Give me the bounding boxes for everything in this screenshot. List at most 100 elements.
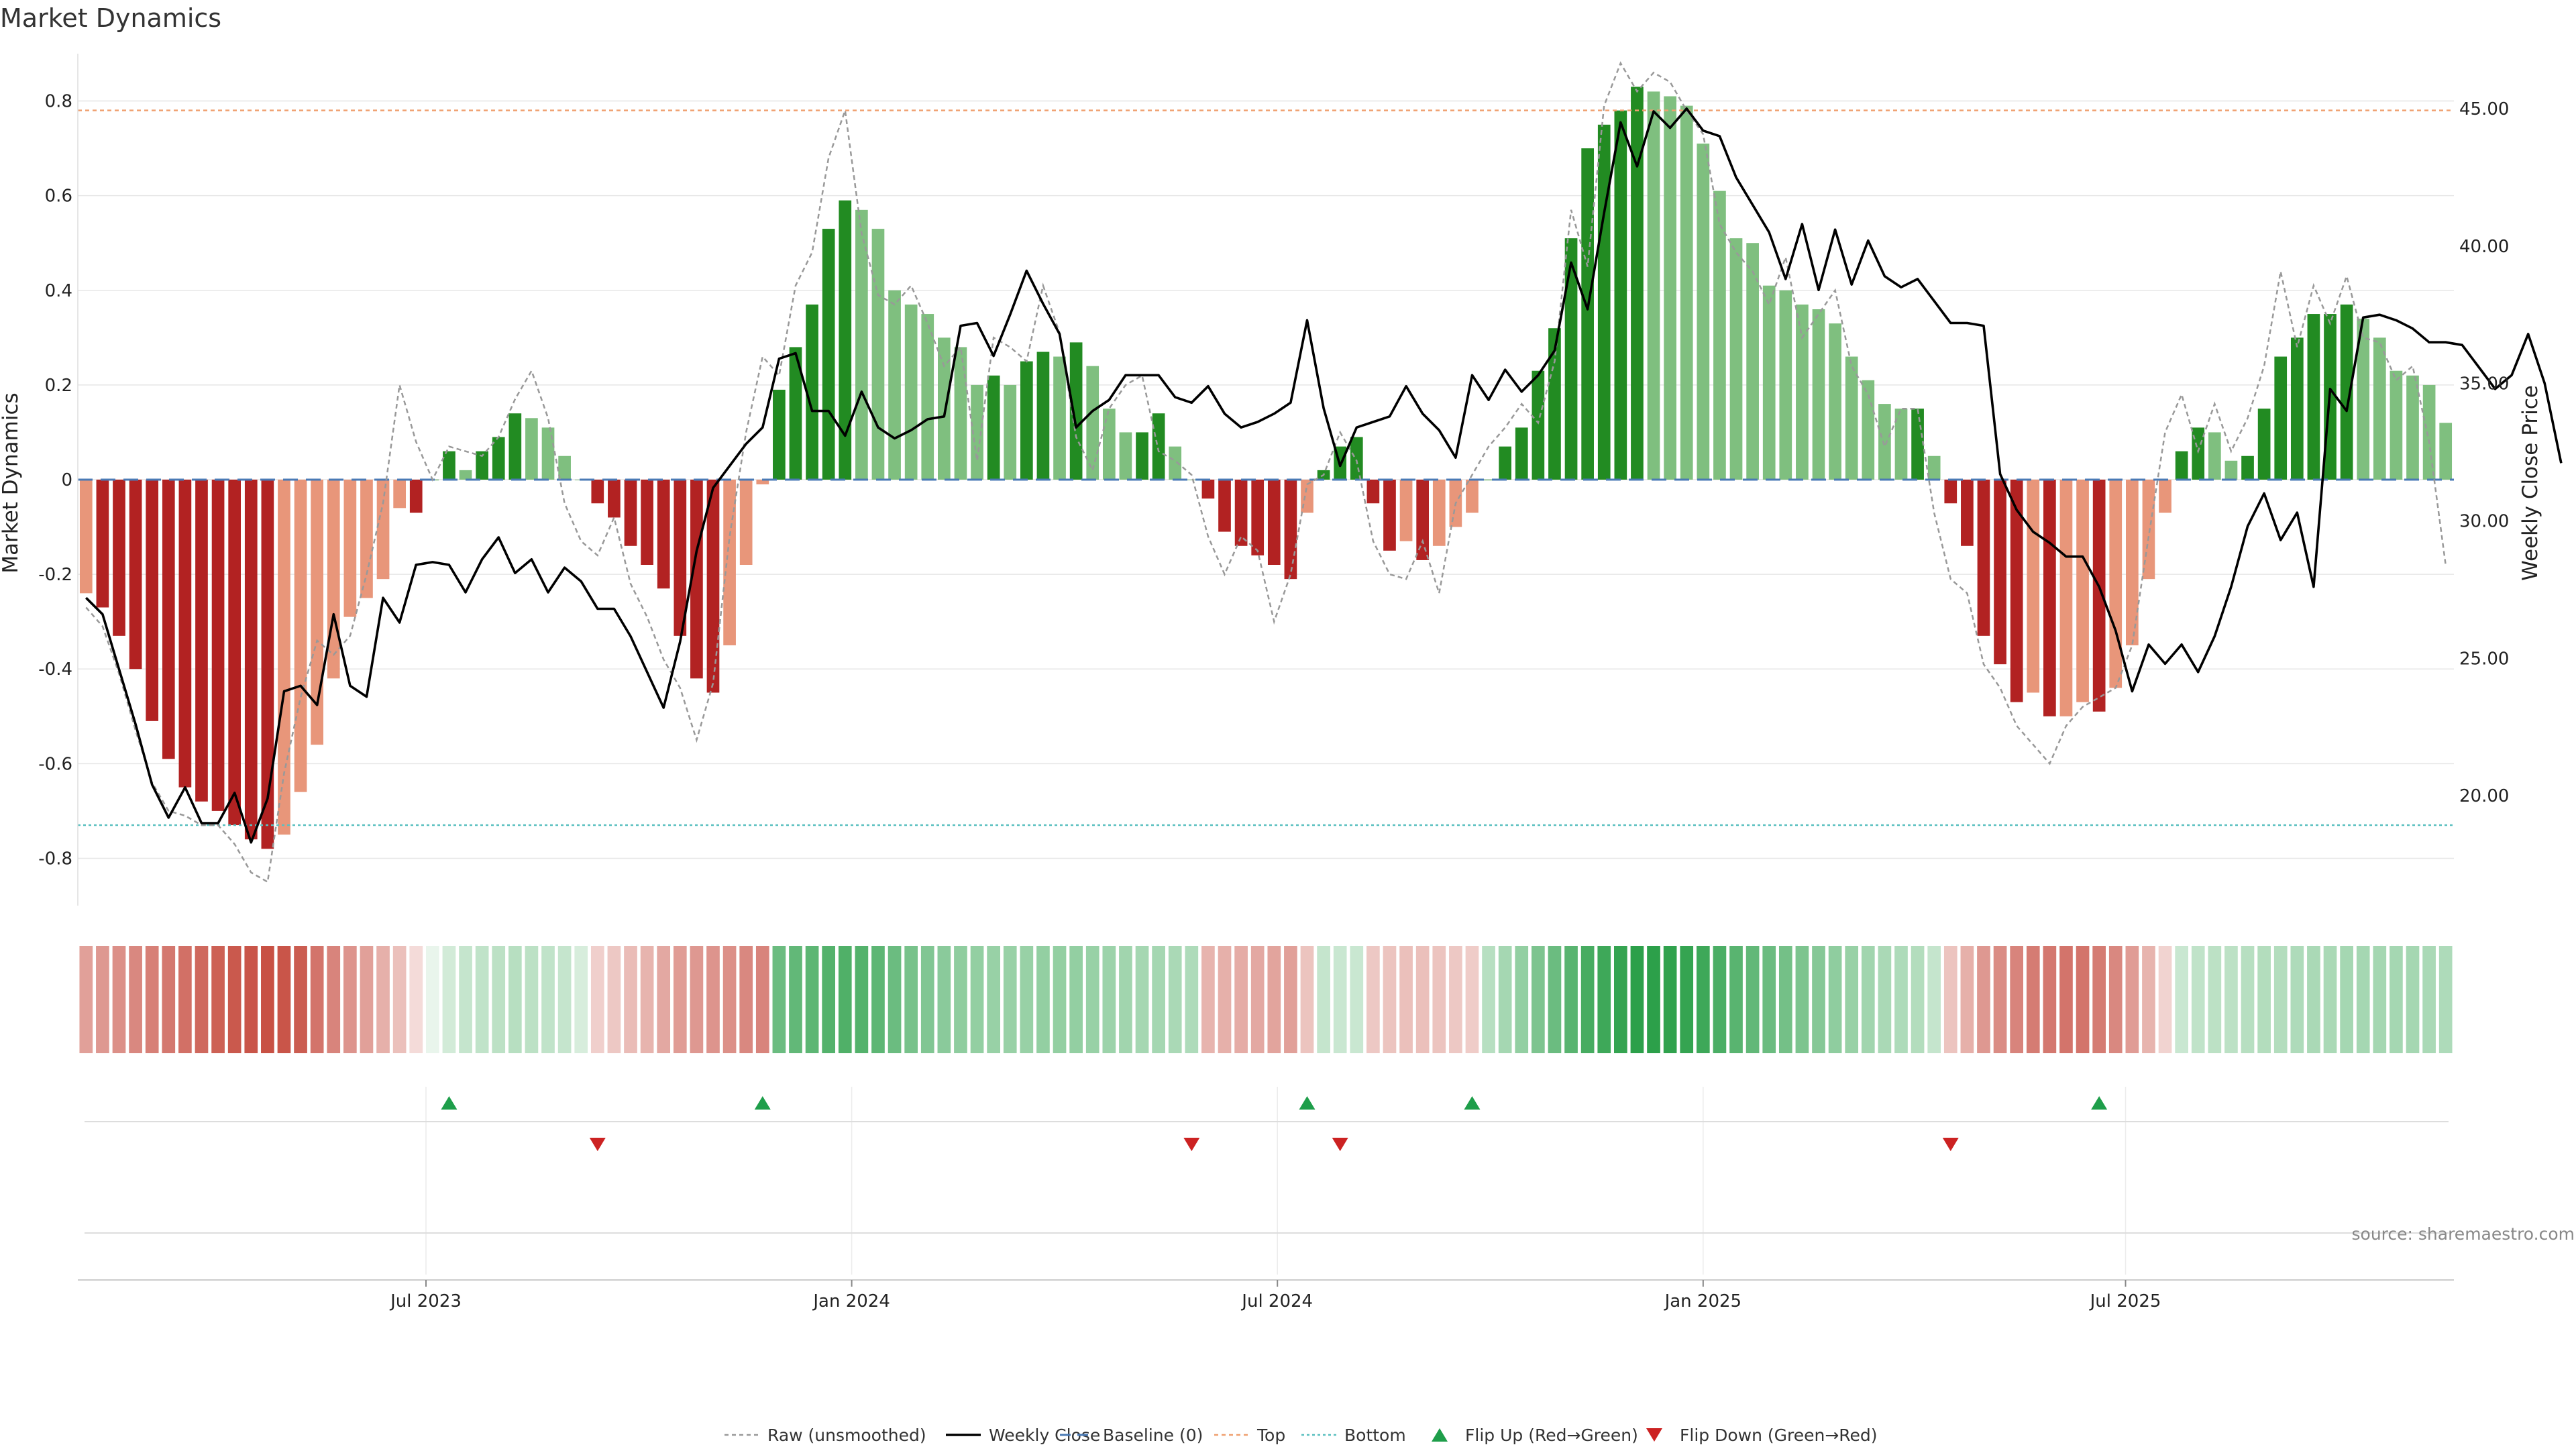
dynamics-bar [311, 480, 324, 745]
x-axis: Jul 2023 Jan 2024 Jul 2024 Jan 2025 Jul 2025 [78, 1279, 2454, 1311]
legend-label: Bottom [1344, 1426, 1406, 1445]
heatmap-cell [162, 946, 176, 1053]
dynamics-bar [1136, 432, 1148, 480]
heatmap-cell [310, 946, 324, 1053]
dynamics-bar [261, 480, 274, 849]
dynamics-bar [674, 480, 687, 636]
left-tick-label: 0.8 [45, 92, 72, 112]
dynamics-bar [1762, 285, 1776, 480]
dynamics-bar [1416, 480, 1430, 560]
dynamics-bar [162, 480, 175, 759]
dynamics-bar [211, 480, 225, 811]
dynamics-bar [1944, 480, 1957, 504]
heatmap-cell [1943, 946, 1957, 1053]
axes: 0.8 0.6 0.4 0.2 0 -0.2 -0.4 -0.6 -0.8 45.00 40.00 3… [38, 54, 2509, 906]
flip-up-marker [754, 1096, 771, 1110]
heatmap-cell [2422, 946, 2436, 1053]
heatmap-cell [673, 946, 687, 1053]
flip-down-marker [589, 1138, 606, 1151]
heatmap-cell [920, 946, 934, 1053]
dynamics-bar [1961, 480, 1974, 546]
heatmap-cell [1580, 946, 1595, 1053]
flip-markers-panel [85, 1087, 2449, 1275]
left-tick-label: -0.2 [38, 565, 72, 585]
dynamics-bar [2076, 480, 2089, 702]
dynamics-bar [1680, 105, 1693, 480]
dynamics-bar [1812, 309, 1825, 480]
dynamics-bar [1499, 446, 1512, 480]
heatmap-cell [261, 946, 274, 1053]
heatmap-cell [1085, 946, 1099, 1053]
dynamics-bar [1977, 480, 1990, 636]
right-axis-label: Weekly Close Price [2518, 385, 2542, 581]
heatmap-cell [227, 946, 241, 1053]
dynamics-bar [2373, 337, 2386, 480]
heatmap-cell [2241, 946, 2255, 1053]
dynamics-bar [2390, 370, 2403, 480]
heatmap-cell [888, 946, 902, 1053]
heatmap-cell [360, 946, 374, 1053]
left-tick-label: 0.6 [45, 186, 72, 207]
heatmap-cell [789, 946, 802, 1053]
legend-label: Baseline (0) [1103, 1426, 1203, 1445]
legend-label: Flip Up (Red→Green) [1465, 1426, 1638, 1445]
dynamics-bar [987, 375, 1000, 480]
dynamics-bar [1532, 370, 1545, 480]
dynamics-bar [1399, 480, 1413, 541]
x-tick-label: Jul 2025 [2089, 1291, 2161, 1311]
dynamics-bar [1267, 480, 1281, 565]
heatmap-cell [211, 946, 225, 1053]
heatmap-cell [805, 946, 819, 1053]
dynamics-bar [2109, 480, 2123, 688]
heatmap-cell [607, 946, 621, 1053]
heatmap-cell [1366, 946, 1380, 1053]
dynamics-bar [2175, 451, 2188, 480]
dynamics-bar [195, 480, 208, 802]
dynamics-bar [1746, 243, 1759, 480]
heatmap-cell [1350, 946, 1364, 1053]
dynamics-bar [839, 200, 852, 480]
dynamics-bar [79, 480, 93, 594]
dynamics-bar [1779, 290, 1792, 480]
dynamics-bar [1102, 409, 1116, 480]
heatmap-cell [838, 946, 852, 1053]
heatmap-cell [409, 946, 423, 1053]
left-tick-label: -0.6 [38, 754, 72, 774]
heatmap-cell [2108, 946, 2123, 1053]
heatmap-cell [195, 946, 209, 1053]
heatmap-cell [1465, 946, 1479, 1053]
dynamics-bar [1086, 366, 1099, 480]
heatmap-cell [2026, 946, 2040, 1053]
dynamics-bar [2439, 423, 2453, 480]
flip-up-marker [2091, 1096, 2108, 1110]
left-tick-label: -0.8 [38, 849, 72, 869]
heatmap-cell [1663, 946, 1677, 1053]
legend-label: Flip Down (Green→Red) [1680, 1426, 1878, 1445]
dynamics-bar [1004, 384, 1017, 480]
heatmap-cell [2076, 946, 2090, 1053]
dynamics-bar [1069, 342, 1083, 480]
legend-item: Flip Down (Green→Red) [1646, 1426, 1878, 1445]
dynamics-bar [1466, 480, 1479, 513]
x-tick-label: Jan 2025 [1664, 1291, 1742, 1311]
right-tick-label: 25.00 [2459, 649, 2509, 669]
heatmap-cell [1548, 946, 1562, 1053]
heatmap-cell [426, 946, 439, 1053]
right-tick-label: 45.00 [2459, 99, 2509, 119]
legend-item: Bottom [1301, 1426, 1406, 1445]
dynamics-bars [79, 87, 2453, 849]
heatmap-cell [1218, 946, 1232, 1053]
dynamics-bar [1169, 446, 1182, 480]
dynamics-bar [1647, 91, 1660, 480]
dynamics-bar [2208, 432, 2221, 480]
left-tick-label: 0 [61, 470, 72, 490]
dynamics-bar [971, 384, 983, 480]
left-tick-label: 0.2 [45, 376, 72, 396]
dynamics-bar [608, 480, 621, 518]
heatmap-cell [1102, 946, 1116, 1053]
dynamics-bar [541, 427, 555, 480]
dynamics-bar [1829, 323, 1841, 480]
heatmap-cell [1069, 946, 1083, 1053]
dynamics-bar [492, 437, 505, 480]
flip-up-marker [1299, 1096, 1316, 1110]
